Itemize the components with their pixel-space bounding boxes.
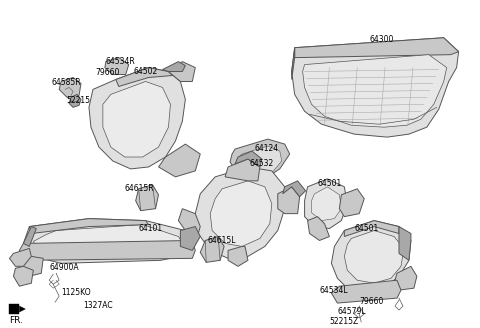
- Polygon shape: [225, 159, 260, 181]
- Polygon shape: [339, 189, 364, 216]
- Polygon shape: [399, 227, 411, 260]
- Polygon shape: [195, 167, 285, 258]
- Polygon shape: [19, 306, 25, 312]
- Polygon shape: [344, 231, 404, 283]
- Polygon shape: [10, 248, 31, 266]
- Text: 79660: 79660: [359, 297, 384, 306]
- Polygon shape: [228, 246, 248, 266]
- Polygon shape: [168, 62, 195, 81]
- Text: FR.: FR.: [10, 316, 24, 325]
- Polygon shape: [312, 187, 341, 221]
- Text: 64501: 64501: [354, 224, 379, 233]
- Text: 1125KO: 1125KO: [61, 288, 91, 297]
- Polygon shape: [103, 81, 170, 157]
- Text: 64300: 64300: [369, 35, 394, 44]
- Polygon shape: [331, 280, 401, 303]
- Text: 64124: 64124: [255, 144, 279, 153]
- Text: 64615R: 64615R: [125, 184, 155, 193]
- Polygon shape: [295, 38, 458, 58]
- Polygon shape: [29, 218, 149, 234]
- Polygon shape: [230, 139, 290, 181]
- Polygon shape: [59, 77, 81, 97]
- Polygon shape: [200, 236, 224, 262]
- Polygon shape: [235, 151, 262, 167]
- Polygon shape: [13, 266, 33, 286]
- Text: 64534L: 64534L: [320, 286, 348, 295]
- Text: 52215: 52215: [66, 96, 90, 105]
- Polygon shape: [69, 94, 81, 107]
- Polygon shape: [305, 179, 348, 229]
- Text: 64534R: 64534R: [106, 57, 136, 66]
- Polygon shape: [283, 181, 306, 197]
- Text: 64101: 64101: [139, 224, 163, 233]
- Polygon shape: [180, 227, 200, 250]
- Text: 64585R: 64585R: [51, 77, 81, 87]
- Polygon shape: [33, 225, 185, 258]
- Text: 52215Z: 52215Z: [329, 317, 359, 326]
- Polygon shape: [89, 68, 185, 169]
- Polygon shape: [163, 62, 185, 72]
- Polygon shape: [344, 221, 399, 236]
- Polygon shape: [292, 48, 295, 79]
- Polygon shape: [116, 68, 172, 87]
- Polygon shape: [24, 218, 195, 263]
- Polygon shape: [238, 146, 282, 176]
- Polygon shape: [308, 216, 329, 240]
- Text: 1327AC: 1327AC: [83, 301, 113, 310]
- Polygon shape: [24, 256, 43, 276]
- Text: 79660: 79660: [95, 68, 120, 76]
- Polygon shape: [292, 38, 458, 137]
- Polygon shape: [331, 221, 411, 293]
- Text: 64579L: 64579L: [337, 307, 366, 316]
- Polygon shape: [136, 185, 158, 211]
- Text: 64502: 64502: [133, 67, 158, 75]
- Text: 64900A: 64900A: [49, 263, 79, 272]
- Text: 64501: 64501: [317, 179, 342, 188]
- Polygon shape: [158, 144, 200, 177]
- Polygon shape: [19, 240, 195, 260]
- Polygon shape: [395, 266, 417, 290]
- Polygon shape: [179, 209, 200, 234]
- Polygon shape: [278, 187, 300, 214]
- Polygon shape: [24, 227, 36, 246]
- Polygon shape: [210, 181, 272, 246]
- Text: 64532: 64532: [250, 159, 274, 168]
- Polygon shape: [10, 304, 19, 314]
- Polygon shape: [302, 55, 447, 127]
- Polygon shape: [105, 58, 129, 74]
- Text: 64615L: 64615L: [207, 236, 236, 244]
